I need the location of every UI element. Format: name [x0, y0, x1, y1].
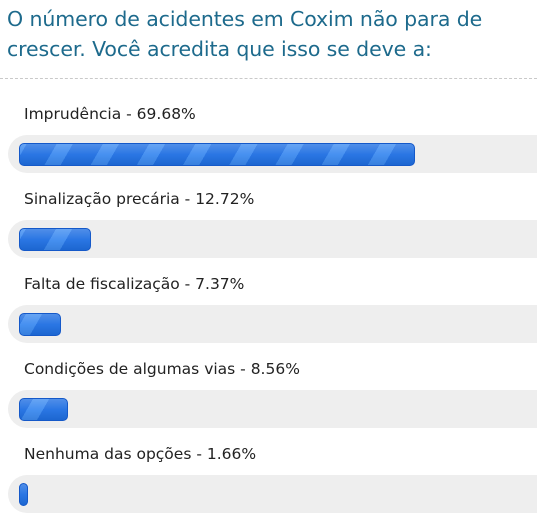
- progress-track: [8, 305, 537, 343]
- option-label: Nenhuma das opções - 1.66%: [24, 445, 257, 463]
- progress-bar: [19, 313, 61, 336]
- option-label: Imprudência - 69.68%: [24, 105, 196, 123]
- divider: [0, 78, 537, 79]
- progress-track: [8, 390, 537, 428]
- progress-bar: [19, 143, 415, 166]
- progress-bar: [19, 398, 68, 421]
- progress-bar: [19, 228, 91, 251]
- poll-option-vias: Condições de algumas vias - 8.56%: [0, 359, 537, 439]
- progress-track: [8, 475, 537, 513]
- poll-option-sinalizacao: Sinalização precária - 12.72%: [0, 189, 537, 269]
- poll-option-nenhuma: Nenhuma das opções - 1.66%: [0, 444, 537, 524]
- option-label: Sinalização precária - 12.72%: [24, 190, 255, 208]
- poll-option-fiscalizacao: Falta de fiscalização - 7.37%: [0, 274, 537, 354]
- option-label: Condições de algumas vias - 8.56%: [24, 360, 300, 378]
- option-label: Falta de fiscalização - 7.37%: [24, 275, 245, 293]
- poll-question: O número de acidentes em Coxim não para …: [7, 7, 483, 61]
- poll-option-imprudencia: Imprudência - 69.68%: [0, 104, 537, 184]
- progress-bar: [19, 483, 28, 506]
- progress-track: [8, 220, 537, 258]
- progress-track: [8, 135, 537, 173]
